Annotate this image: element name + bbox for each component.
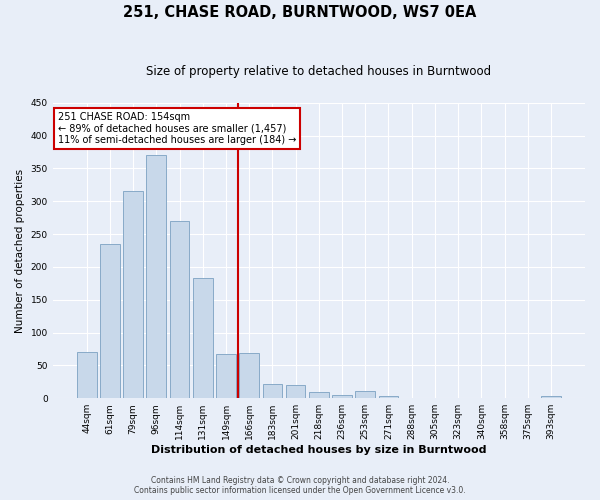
Text: 251 CHASE ROAD: 154sqm
← 89% of detached houses are smaller (1,457)
11% of semi-: 251 CHASE ROAD: 154sqm ← 89% of detached… [58,112,296,145]
Bar [239,353,259,398]
Bar [170,221,190,398]
Bar [146,156,166,398]
Bar [100,244,120,398]
Bar [332,395,352,398]
Bar [263,384,282,398]
Bar [309,392,329,398]
X-axis label: Distribution of detached houses by size in Burntwood: Distribution of detached houses by size … [151,445,487,455]
Bar [286,385,305,398]
Bar [123,192,143,398]
Text: Contains HM Land Registry data © Crown copyright and database right 2024.
Contai: Contains HM Land Registry data © Crown c… [134,476,466,495]
Bar [541,396,561,398]
Bar [216,354,236,398]
Text: 251, CHASE ROAD, BURNTWOOD, WS7 0EA: 251, CHASE ROAD, BURNTWOOD, WS7 0EA [124,5,476,20]
Y-axis label: Number of detached properties: Number of detached properties [15,168,25,332]
Bar [77,352,97,398]
Title: Size of property relative to detached houses in Burntwood: Size of property relative to detached ho… [146,65,491,78]
Bar [355,391,375,398]
Bar [379,396,398,398]
Bar [193,278,212,398]
